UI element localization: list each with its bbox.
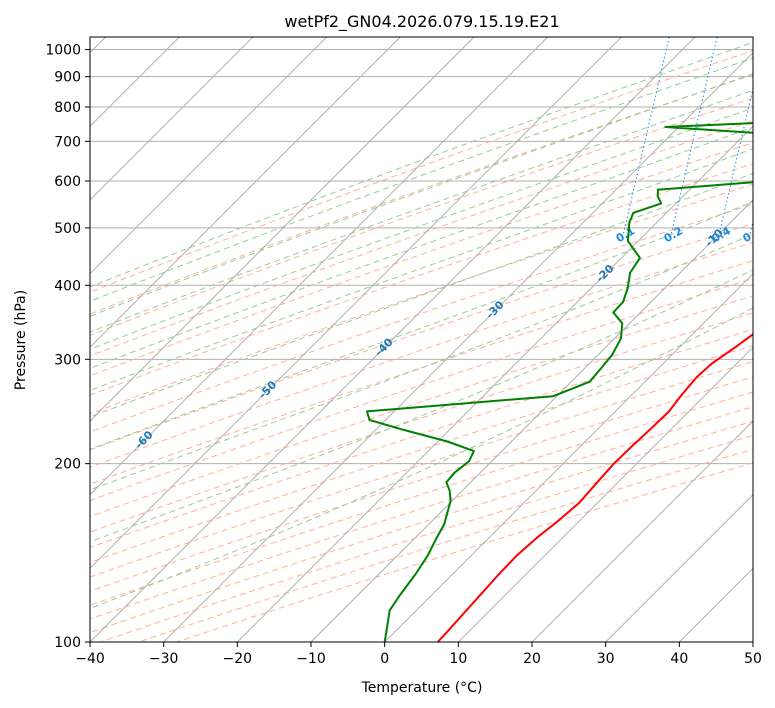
dry-adiabat-line [90,50,753,293]
dry-adiabats [90,50,753,642]
x-tick-label: 40 [670,651,688,667]
moist-adiabat-line [90,57,753,302]
pressure-gridlines [90,49,753,642]
isotherm-line [236,125,753,642]
x-tick-label: −10 [296,651,326,667]
isotherm-line [605,493,753,642]
y-tick-label: 700 [54,134,81,150]
x-axis-title: Temperature (°C) [361,680,483,696]
isotherm-line [90,37,328,275]
dry-adiabat-line [90,420,753,633]
y-tick-label: 500 [54,221,81,237]
x-tick-label: 50 [744,651,762,667]
y-tick-label: 200 [54,457,81,473]
moist-adiabat-line [90,73,753,317]
x-tick-label: 20 [523,651,541,667]
sounding-series [366,122,753,642]
x-tick-label: 0 [380,651,389,667]
y-tick-label: 300 [54,352,81,368]
x-tick-label: −30 [149,651,179,667]
moist-adiabat-line [90,201,753,450]
moist-adiabat-line [90,233,753,491]
isotherm-line [90,37,401,349]
isotherm-line [457,346,753,642]
dry-adiabat-line [90,328,753,548]
isotherm-line [531,420,753,642]
isotherm-line [90,37,622,570]
y-tick-label: 900 [54,70,81,86]
x-tick-label: −20 [223,651,253,667]
x-tick-label: −40 [75,651,105,667]
mixing-ratio-line [716,86,753,242]
y-axis: 1000 900 800 700 600 500 400 300 200 100 [45,43,90,651]
isotherm-line [384,272,753,642]
y-tick-label: 100 [54,635,81,651]
isotherm-gridlines [90,37,753,642]
isotherm-line [90,37,475,422]
x-tick-label: 30 [597,651,615,667]
y-tick-label: 600 [54,174,81,190]
moist-adiabat-line [90,126,753,370]
chart-title: wetPf2_GN04.2026.079.15.19.E21 [284,12,559,32]
x-tick-label: 10 [449,651,467,667]
moist-adiabats [90,41,753,609]
y-axis-title: Pressure (hPa) [13,290,29,390]
dry-adiabat-line [138,448,753,642]
isotherm-line [90,37,696,642]
plot-area: -100-90-80-70-60-50-40-30-20-100 1020304… [90,37,753,642]
isotherm-line [163,51,753,642]
mixing-ratio-line [669,37,718,242]
dry-adiabat-line [90,345,753,563]
y-tick-label: 1000 [45,43,81,59]
dry-adiabat-line [90,97,753,336]
mixing-ratio-line [621,37,670,242]
dry-adiabat-line [90,120,753,357]
temperature-line [436,333,753,642]
isotherm-line [310,199,753,642]
y-tick-label: 800 [54,100,81,116]
isotherm-line [90,37,549,496]
y-tick-label: 400 [54,278,81,294]
dry-adiabat-line [90,142,753,377]
dewpoint-line [366,122,753,642]
plot-frame [89,36,754,643]
moist-adiabat-line [90,89,753,333]
dry-adiabat-line [100,434,753,642]
moist-adiabat-line [90,172,753,418]
mixing-ratio-lines [621,37,753,242]
x-axis: −40 −30 −20 −10 0 10 20 30 40 50 [75,642,762,667]
dry-adiabat-line [176,462,753,642]
isotherm-line [90,37,254,201]
